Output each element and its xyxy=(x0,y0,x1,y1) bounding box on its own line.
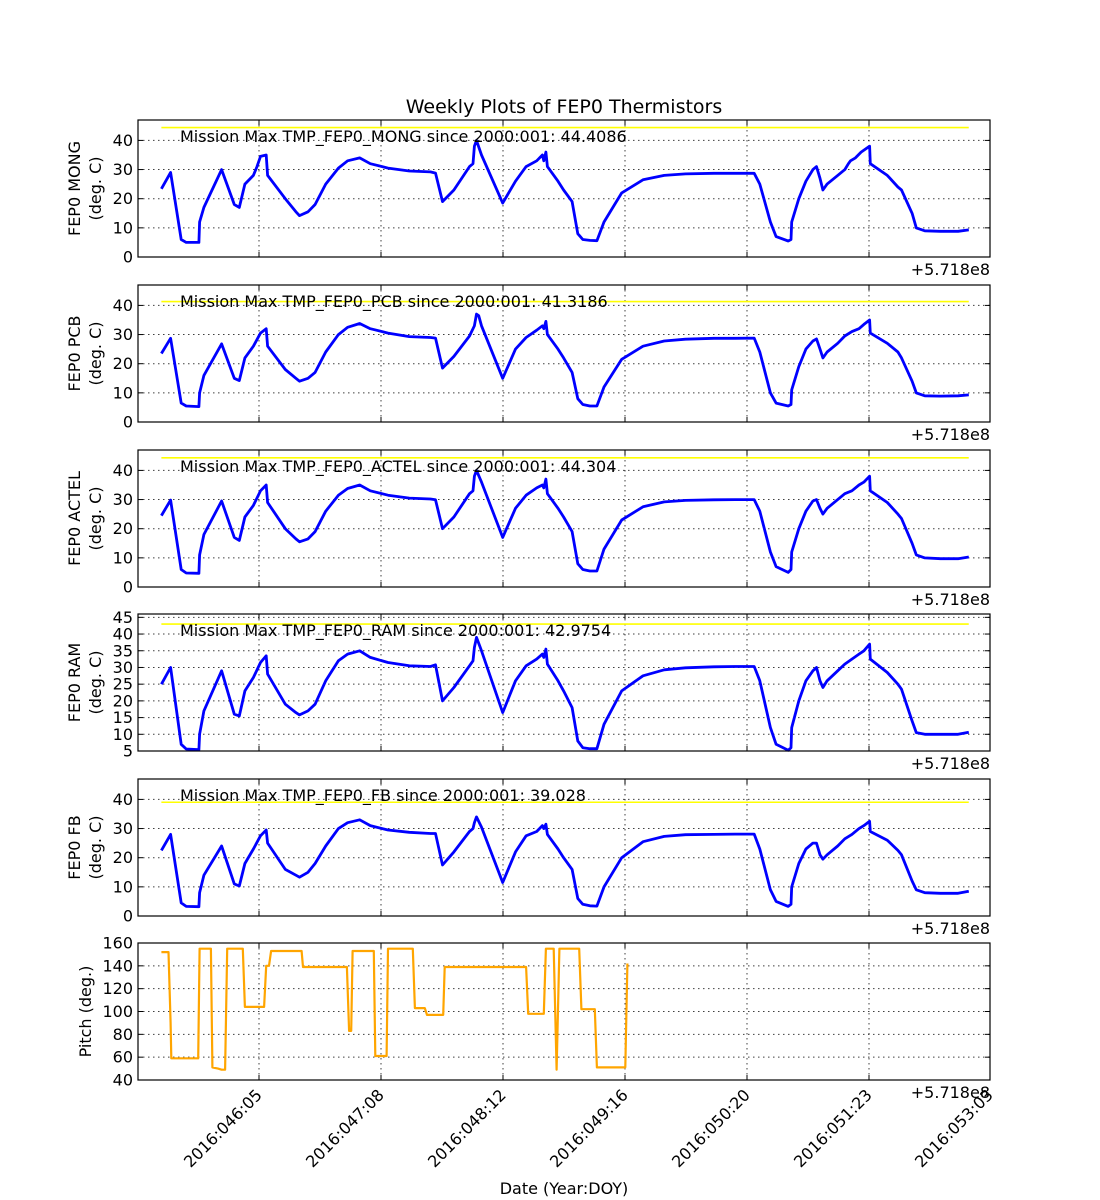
y-axis-label: FEP0 FB xyxy=(65,815,84,879)
y-tick-label: 15 xyxy=(113,708,133,727)
y-tick-label: 40 xyxy=(113,1071,133,1090)
y-axis-label: FEP0 MONG xyxy=(65,141,84,236)
y-tick-label: 30 xyxy=(113,490,133,509)
temperature-series-line xyxy=(160,312,969,408)
x-tick-label: 2016:049:16 xyxy=(546,1085,632,1171)
y-tick-label: 30 xyxy=(113,325,133,344)
y-tick-label: 30 xyxy=(113,658,133,677)
y-tick-label: 0 xyxy=(123,907,133,926)
temperature-series-line xyxy=(160,815,970,909)
y-tick-label: 30 xyxy=(113,819,133,838)
plot-frame xyxy=(137,613,991,752)
plot-frame xyxy=(137,449,991,588)
y-tick-label: 10 xyxy=(113,548,133,567)
x-tick-label: 2016:047:08 xyxy=(302,1085,388,1171)
x-offset-label: +5.718e8 xyxy=(911,425,990,444)
y-tick-label: 120 xyxy=(102,979,133,998)
x-tick-label: 2016:050:20 xyxy=(668,1085,754,1171)
y-tick-label: 160 xyxy=(102,934,133,953)
y-tick-label: 0 xyxy=(123,248,133,267)
y-tick-label: 10 xyxy=(113,383,133,402)
y-tick-label: 35 xyxy=(113,641,133,660)
y-tick-label: 30 xyxy=(113,160,133,179)
y-tick-label: 5 xyxy=(123,742,133,761)
y-tick-label: 80 xyxy=(113,1025,133,1044)
x-tick-label: 2016:051:23 xyxy=(790,1085,876,1171)
y-axis-label: FEP0 RAM xyxy=(65,643,84,722)
y-tick-label: 25 xyxy=(113,675,133,694)
x-offset-label: +5.718e8 xyxy=(911,919,990,938)
panel-3: 0 10 20 30 40 +5.718e8 Mission Max TMP_FEP0_AC… xyxy=(65,449,991,609)
panels: 0 10 20 30 40 +5.718e8 Mission Max TMP_FEP0_MO… xyxy=(65,119,997,1172)
mission-max-annotation: Mission Max TMP_FEP0_RAM since 2000:001:… xyxy=(180,621,611,641)
figure-title: Weekly Plots of FEP0 Thermistors xyxy=(406,96,723,118)
y-tick-label: 20 xyxy=(113,848,133,867)
y-tick-label: 20 xyxy=(113,691,133,710)
temperature-series-line xyxy=(160,469,970,575)
x-axis-label: Date (Year:DOY) xyxy=(500,1179,629,1198)
x-offset-label: +5.718e8 xyxy=(911,754,990,773)
panel-6: 40 60 80 100 120 140 160 +5.718e8 Pitch (deg.) 20… xyxy=(76,934,997,1172)
plot-frame xyxy=(137,778,991,917)
x-tick-label: 2016:046:05 xyxy=(180,1085,266,1171)
y-axis-unit-label: (deg. C) xyxy=(86,816,105,880)
x-offset-label: +5.718e8 xyxy=(911,260,990,279)
pitch-series-line xyxy=(161,947,629,1071)
mission-max-annotation: Mission Max TMP_FEP0_FB since 2000:001: … xyxy=(180,786,586,806)
y-tick-label: 40 xyxy=(113,625,133,644)
y-tick-label: 40 xyxy=(113,461,133,480)
y-tick-label: 10 xyxy=(113,725,133,744)
y-tick-label: 60 xyxy=(113,1048,133,1067)
y-axis-unit-label: (deg. C) xyxy=(86,487,105,551)
y-tick-label: 100 xyxy=(102,1002,133,1021)
y-tick-label: 10 xyxy=(113,877,133,896)
y-axis-unit-label: (deg. C) xyxy=(86,322,105,386)
mission-max-annotation: Mission Max TMP_FEP0_PCB since 2000:001:… xyxy=(180,292,608,312)
plot-frame xyxy=(137,119,991,258)
y-tick-label: 0 xyxy=(123,578,133,597)
x-offset-label: +5.718e8 xyxy=(911,1083,990,1102)
x-tick-label: 2016:048:12 xyxy=(424,1085,510,1171)
y-axis-unit-label: (deg. C) xyxy=(86,651,105,715)
y-tick-label: 140 xyxy=(102,956,133,975)
panel-2: 0 10 20 30 40 +5.718e8 Mission Max TMP_FEP0_PC… xyxy=(65,284,991,444)
panel-5: 0 10 20 30 40 +5.718e8 Mission Max TMP_FEP0_FB… xyxy=(65,778,991,938)
y-tick-label: 40 xyxy=(113,790,133,809)
y-tick-label: 20 xyxy=(113,189,133,208)
temperature-series-line xyxy=(160,139,969,244)
panel-1: 0 10 20 30 40 +5.718e8 Mission Max TMP_FEP0_MO… xyxy=(65,119,991,279)
y-tick-label: 20 xyxy=(113,354,133,373)
y-tick-label: 40 xyxy=(113,131,133,150)
y-tick-label: 40 xyxy=(113,296,133,315)
y-axis-label: Pitch (deg.) xyxy=(76,966,95,1058)
mission-max-annotation: Mission Max TMP_FEP0_MONG since 2000:001… xyxy=(180,127,627,147)
x-offset-label: +5.718e8 xyxy=(911,590,990,609)
temperature-series-line xyxy=(160,636,970,752)
plot-frame xyxy=(137,284,991,423)
mission-max-annotation: Mission Max TMP_FEP0_ACTEL since 2000:00… xyxy=(180,457,616,477)
y-tick-label: 45 xyxy=(113,608,133,627)
y-axis-unit-label: (deg. C) xyxy=(86,157,105,221)
y-axis-label: FEP0 PCB xyxy=(65,315,84,391)
y-axis-label: FEP0 ACTEL xyxy=(65,471,84,566)
y-tick-label: 0 xyxy=(123,413,133,432)
y-tick-label: 10 xyxy=(113,218,133,237)
y-tick-label: 20 xyxy=(113,519,133,538)
